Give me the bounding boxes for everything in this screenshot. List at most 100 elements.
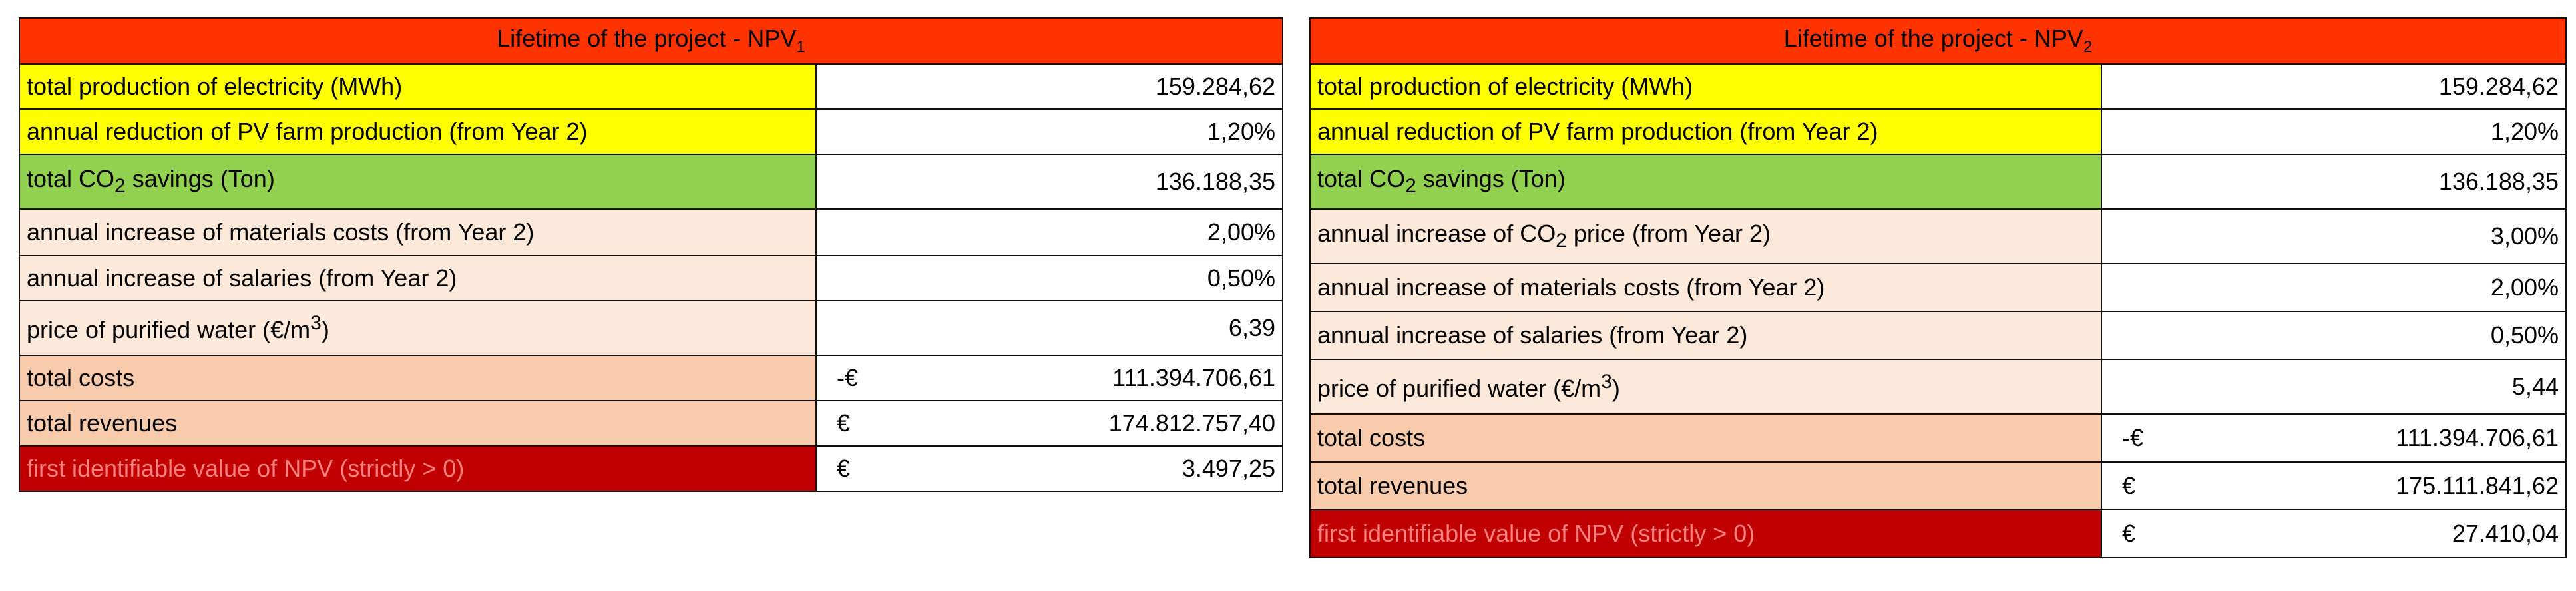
npv1-row-materials: annual increase of materials costs (from… — [19, 208, 1283, 256]
npv1-total-revenues-value: 174.812.757,40 — [1108, 409, 1275, 437]
label-text: annual reduction of PV farm production (… — [1317, 118, 1878, 145]
label-text: price of purified water (€/m — [27, 316, 311, 343]
label-subscript: 2 — [1556, 230, 1567, 252]
npv1-electricity-value[interactable]: 159.284,62 — [815, 63, 1283, 110]
npv1-npv-value: 3.497,25 — [1181, 455, 1275, 482]
npv2-npv-value: 27.410,04 — [2452, 520, 2559, 547]
label-text: annual reduction of PV farm production (… — [27, 118, 588, 145]
npv2-materials-value[interactable]: 2,00% — [2101, 263, 2567, 312]
npv2-row-npv: first identifiable value of NPV (strictl… — [1309, 509, 2567, 558]
npv1-co2-savings-label[interactable]: total CO2 savings (Ton) — [19, 154, 817, 210]
npv2-title[interactable]: Lifetime of the project - NPV2 — [1309, 17, 2567, 65]
npv2-row-co2-savings: total CO2 savings (Ton) 136.188,35 — [1309, 154, 2567, 210]
npv1-total-costs-label[interactable]: total costs — [19, 355, 817, 401]
label-subscript: 2 — [1405, 175, 1416, 198]
npv2-npv-label[interactable]: first identifiable value of NPV (strictl… — [1309, 509, 2102, 558]
npv1-title-subscript: 1 — [796, 38, 805, 57]
npv2-row-total-costs: total costs -€ 111.394.706,61 — [1309, 413, 2567, 463]
label-text: annual increase of salaries (from Year 2… — [1317, 321, 1748, 349]
label-text: total CO — [27, 165, 115, 193]
npv2-electricity-label[interactable]: total production of electricity (MWh) — [1309, 63, 2102, 110]
label-text: savings (Ton) — [125, 165, 275, 193]
npv2-water-price-label[interactable]: price of purified water (€/m3) — [1309, 359, 2102, 415]
label-text: ) — [321, 316, 329, 343]
label-text: total costs — [1317, 424, 1426, 451]
npv1-row-total-costs: total costs -€ 111.394.706,61 — [19, 355, 1283, 401]
npv1-materials-value[interactable]: 2,00% — [815, 208, 1283, 256]
npv1-total-costs-cell[interactable]: -€ 111.394.706,61 — [815, 355, 1283, 401]
npv2-total-revenues-value: 175.111.841,62 — [2396, 472, 2559, 499]
npv1-row-total-revenues: total revenues €174.812.757,40 — [19, 400, 1283, 447]
npv2-co2-savings-value[interactable]: 136.188,35 — [2101, 154, 2567, 210]
label-text: annual increase of salaries (from Year 2… — [27, 264, 457, 292]
npv2-total-revenues-cell[interactable]: €175.111.841,62 — [2101, 461, 2567, 510]
currency-symbol: € — [837, 455, 851, 482]
currency-symbol: € — [2122, 520, 2136, 547]
label-text: first identifiable value of NPV (strictl… — [1317, 520, 1755, 547]
npv1-materials-label[interactable]: annual increase of materials costs (from… — [19, 208, 817, 256]
currency-symbol: -€ — [837, 364, 859, 391]
label-superscript: 3 — [310, 312, 322, 334]
npv1-npv-cell[interactable]: €3.497,25 — [815, 445, 1283, 492]
npv1-row-water-price: price of purified water (€/m3) 6,39 — [19, 300, 1283, 356]
currency-symbol: -€ — [2122, 424, 2144, 451]
npv2-materials-label[interactable]: annual increase of materials costs (from… — [1309, 263, 2102, 312]
npv2-row-water-price: price of purified water (€/m3) 5,44 — [1309, 359, 2567, 415]
npv1-table: Lifetime of the project - NPV1 total pro… — [19, 17, 1283, 492]
npv1-water-price-value[interactable]: 6,39 — [815, 300, 1283, 356]
npv2-pv-reduction-label[interactable]: annual reduction of PV farm production (… — [1309, 108, 2102, 155]
npv1-npv-label[interactable]: first identifiable value of NPV (strictl… — [19, 445, 817, 492]
npv2-water-price-value[interactable]: 5,44 — [2101, 359, 2567, 415]
npv1-electricity-label[interactable]: total production of electricity (MWh) — [19, 63, 817, 110]
label-text: annual increase of CO — [1317, 220, 1556, 248]
npv1-title-row: Lifetime of the project - NPV1 — [19, 17, 1283, 65]
currency-symbol: € — [2122, 472, 2136, 499]
npv1-pv-reduction-label[interactable]: annual reduction of PV farm production (… — [19, 108, 817, 155]
npv1-title[interactable]: Lifetime of the project - NPV1 — [19, 17, 1283, 65]
npv2-total-costs-label[interactable]: total costs — [1309, 413, 2102, 463]
npv2-row-materials: annual increase of materials costs (from… — [1309, 263, 2567, 312]
label-text: annual increase of materials costs (from… — [1317, 274, 1825, 301]
npv1-total-revenues-cell[interactable]: €174.812.757,40 — [815, 400, 1283, 447]
npv1-pv-reduction-value[interactable]: 1,20% — [815, 108, 1283, 155]
npv1-row-salaries: annual increase of salaries (from Year 2… — [19, 255, 1283, 301]
npv2-row-pv-reduction: annual reduction of PV farm production (… — [1309, 108, 2567, 155]
npv1-salaries-label[interactable]: annual increase of salaries (from Year 2… — [19, 255, 817, 301]
npv2-title-subscript: 2 — [2083, 38, 2093, 57]
npv2-row-co2-price: annual increase of CO2 price (from Year … — [1309, 208, 2567, 264]
label-text: first identifiable value of NPV (strictl… — [27, 455, 465, 482]
npv1-total-costs-value: 111.394.706,61 — [1112, 364, 1275, 391]
npv2-salaries-label[interactable]: annual increase of salaries (from Year 2… — [1309, 311, 2102, 360]
label-text: total production of electricity (MWh) — [1317, 73, 1693, 100]
npv2-total-revenues-label[interactable]: total revenues — [1309, 461, 2102, 510]
label-text: savings (Ton) — [1416, 165, 1566, 193]
npv1-title-text: Lifetime of the project - NPV — [497, 25, 797, 53]
npv2-electricity-value[interactable]: 159.284,62 — [2101, 63, 2567, 110]
npv2-total-costs-cell[interactable]: -€ 111.394.706,61 — [2101, 413, 2567, 463]
npv2-co2-price-label[interactable]: annual increase of CO2 price (from Year … — [1309, 208, 2102, 264]
label-text: price of purified water (€/m — [1317, 375, 1602, 402]
label-text: price (from Year 2) — [1566, 220, 1771, 248]
npv1-total-revenues-label[interactable]: total revenues — [19, 400, 817, 447]
npv1-co2-savings-value[interactable]: 136.188,35 — [815, 154, 1283, 210]
label-text: annual increase of materials costs (from… — [27, 218, 535, 246]
label-text: total revenues — [1317, 472, 1468, 499]
npv1-row-pv-reduction: annual reduction of PV farm production (… — [19, 108, 1283, 155]
npv1-row-electricity: total production of electricity (MWh) 15… — [19, 63, 1283, 110]
npv2-npv-cell[interactable]: €27.410,04 — [2101, 509, 2567, 558]
label-text: total revenues — [27, 409, 178, 437]
npv2-row-salaries: annual increase of salaries (from Year 2… — [1309, 311, 2567, 360]
label-text: total CO — [1317, 165, 1406, 193]
npv2-co2-price-value[interactable]: 3,00% — [2101, 208, 2567, 264]
npv1-row-npv: first identifiable value of NPV (strictl… — [19, 445, 1283, 492]
npv2-row-electricity: total production of electricity (MWh) 15… — [1309, 63, 2567, 110]
label-text: total costs — [27, 364, 135, 391]
npv2-co2-savings-label[interactable]: total CO2 savings (Ton) — [1309, 154, 2102, 210]
npv2-pv-reduction-value[interactable]: 1,20% — [2101, 108, 2567, 155]
npv2-table: Lifetime of the project - NPV2 total pro… — [1309, 17, 2567, 558]
npv1-salaries-value[interactable]: 0,50% — [815, 255, 1283, 301]
npv1-water-price-label[interactable]: price of purified water (€/m3) — [19, 300, 817, 356]
npv2-title-row: Lifetime of the project - NPV2 — [1309, 17, 2567, 65]
npv2-row-total-revenues: total revenues €175.111.841,62 — [1309, 461, 2567, 510]
npv2-salaries-value[interactable]: 0,50% — [2101, 311, 2567, 360]
